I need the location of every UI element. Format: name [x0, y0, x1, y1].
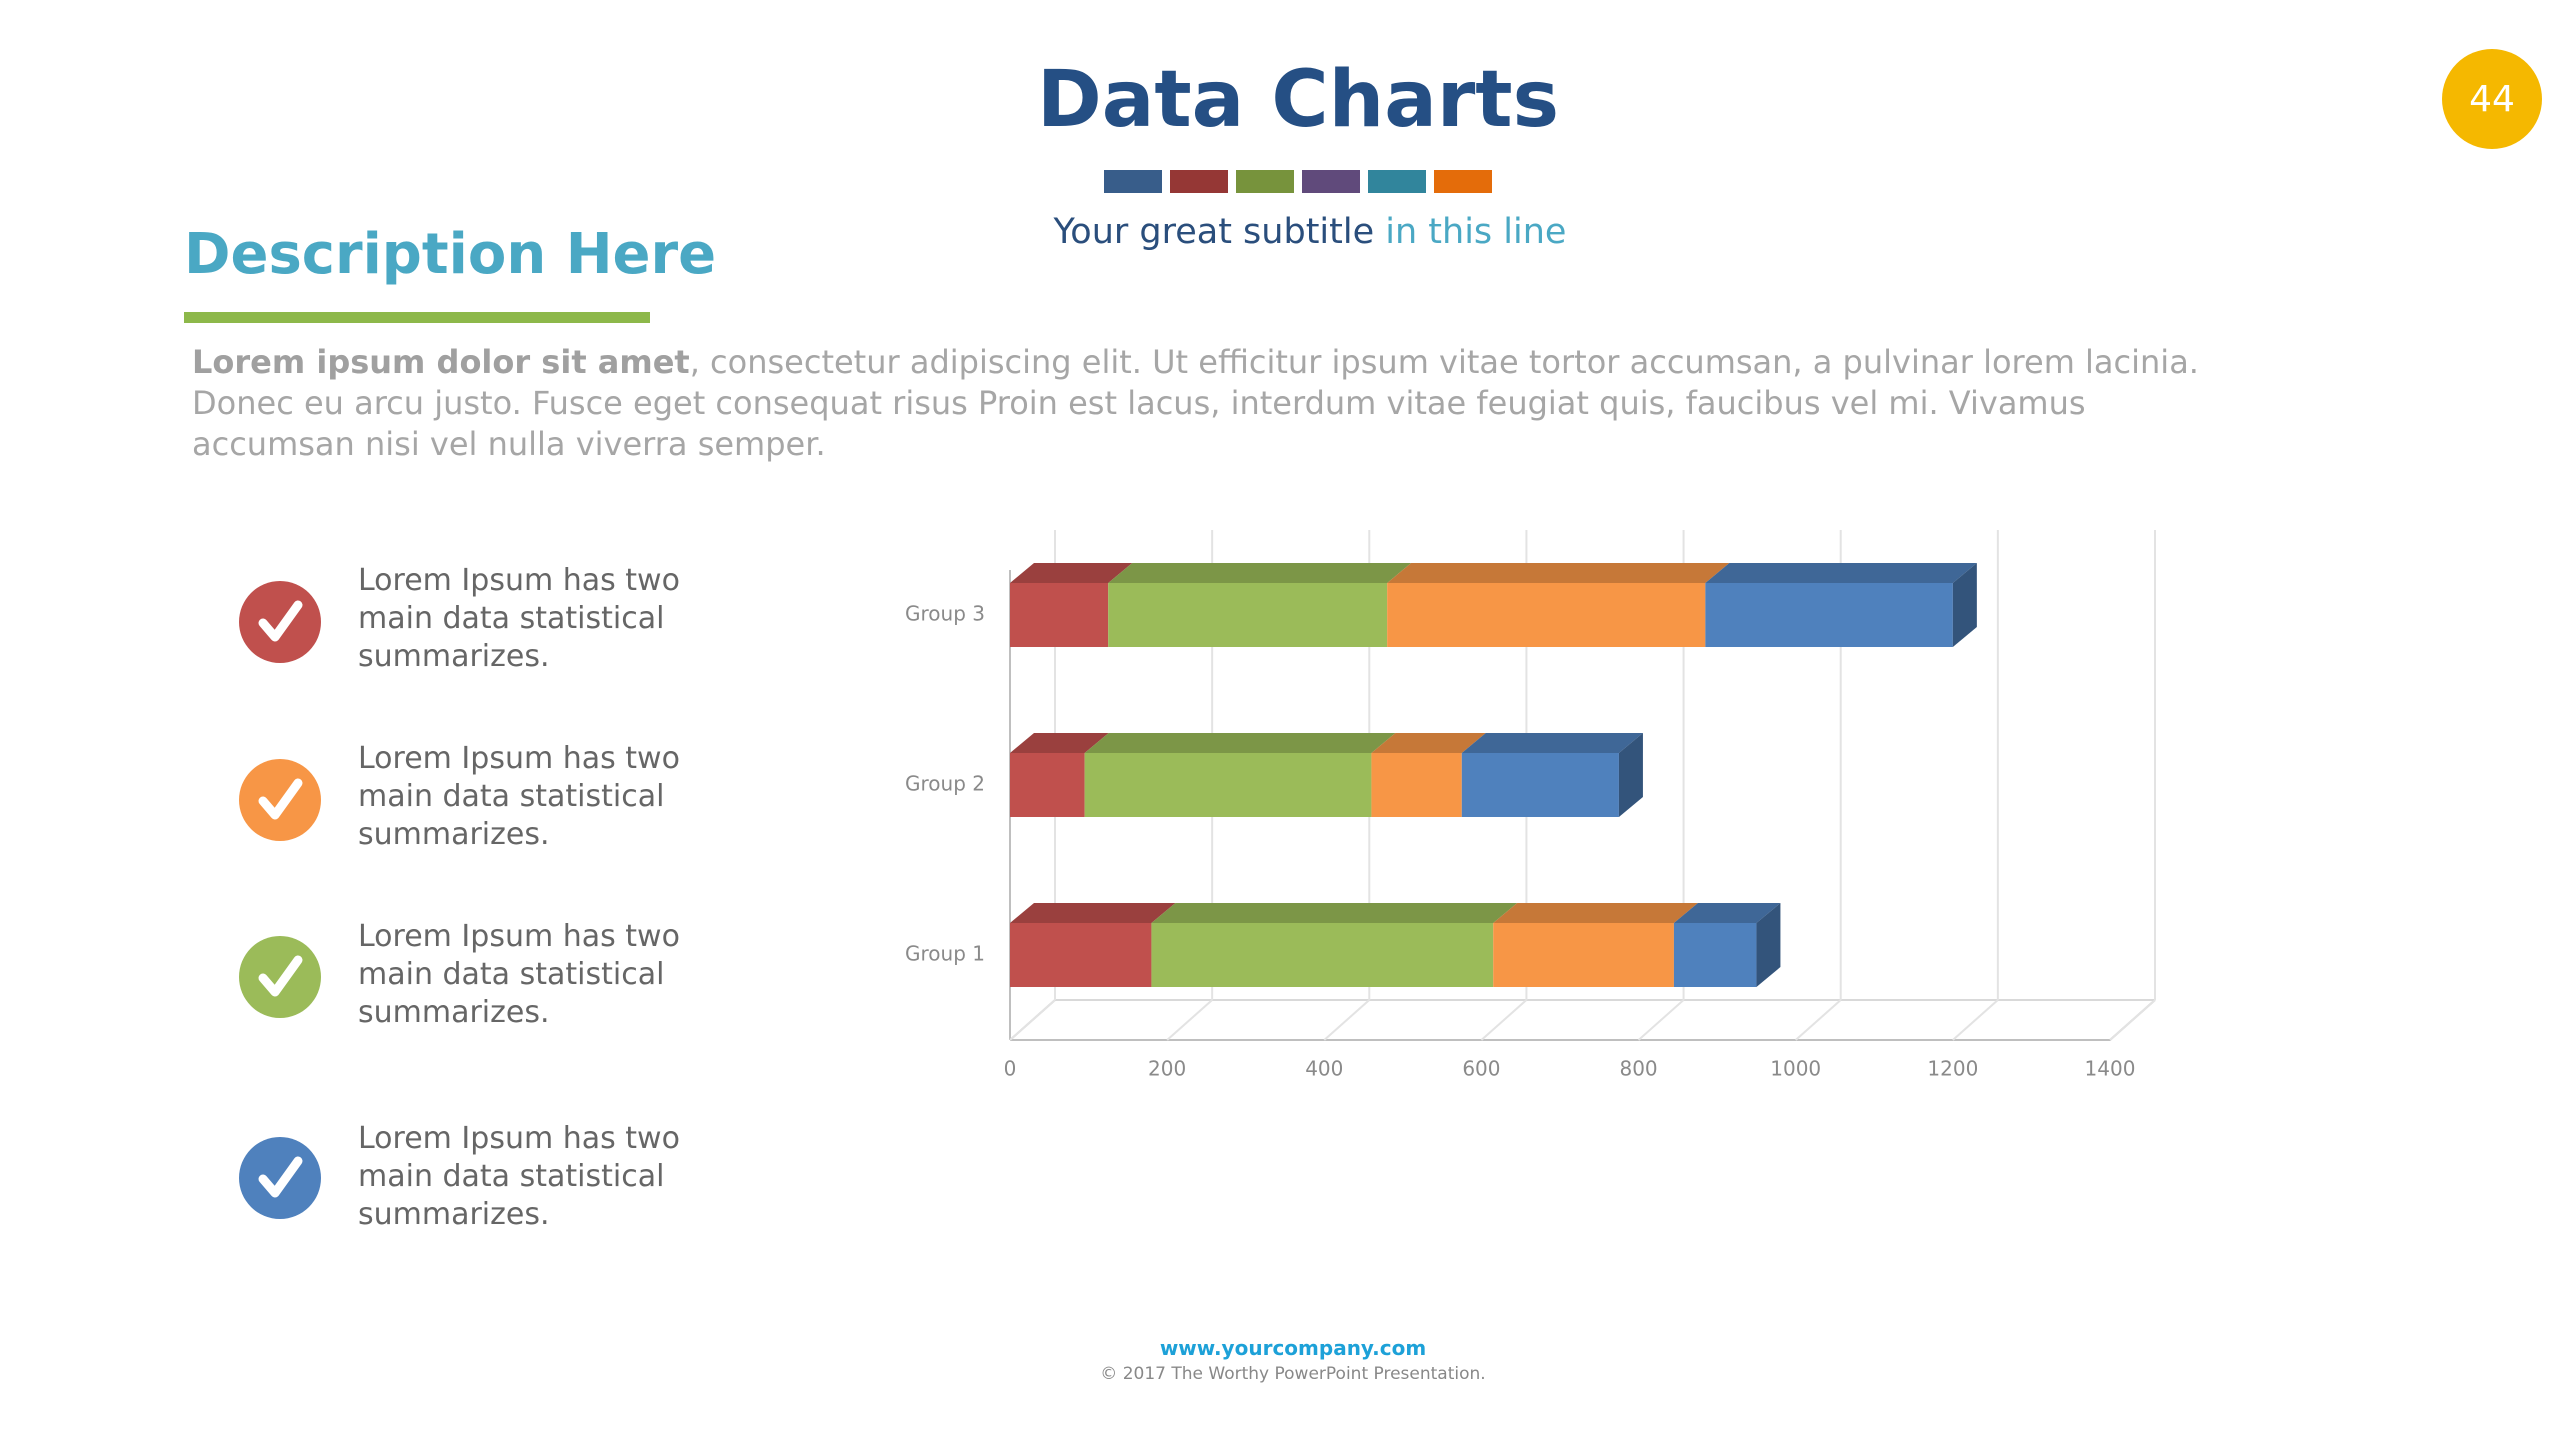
bar-top [1151, 903, 1518, 923]
x-tick-label: 200 [1148, 1057, 1186, 1081]
bar-top [1010, 563, 1133, 583]
page-number: 44 [2442, 49, 2542, 149]
bar [1010, 583, 1109, 647]
bar [1705, 583, 1953, 647]
check-icon [239, 936, 321, 1018]
title: Data Charts [1036, 55, 1560, 145]
bar-top [1371, 733, 1486, 753]
bar-top [1010, 733, 1109, 753]
chart: 0 200 400 600 800 1000 1200 1400 Group 1 Group 2 G… [905, 530, 2156, 1081]
subtitle: Your great subtitle in this line [0, 212, 2553, 252]
x-tick-label: 800 [1619, 1057, 1657, 1081]
checklist-item: Lorem Ipsum has two main data statistica… [358, 741, 680, 852]
color-squares [1104, 170, 1492, 193]
bar-top [1493, 903, 1698, 923]
x-tick-label: 0 [1004, 1057, 1017, 1081]
footer-copyright: © 2017 The Worthy PowerPoint Presentatio… [1100, 1364, 1486, 1384]
bar [1387, 583, 1706, 647]
subtitle-main: Your great subtitle [1053, 212, 1375, 252]
grid-line [1323, 999, 1370, 1041]
bar-top [1010, 903, 1176, 923]
x-tick-label: 400 [1305, 1057, 1343, 1081]
x-tick-label: 600 [1462, 1057, 1500, 1081]
paragraph-body: , consectetur adipiscing elit. Ut effici… [192, 343, 2199, 463]
x-tick-label: 1000 [1770, 1057, 1821, 1081]
bar-top [1084, 733, 1396, 753]
bar [1108, 583, 1388, 647]
subtitle-accent: in this line [1385, 212, 1567, 252]
checklist-item: Lorem Ipsum has two main data statistica… [358, 563, 680, 674]
checklist-item: Lorem Ipsum has two main data statistica… [358, 919, 680, 1030]
grid-line [2109, 999, 2156, 1041]
footer-url[interactable]: www.yourcompany.com [1159, 1336, 1427, 1360]
bar-side [1618, 733, 1643, 817]
bar-side [1952, 563, 1977, 647]
checklist-item: Lorem Ipsum has two main data statistica… [358, 1121, 680, 1232]
check-icon [239, 1137, 321, 1219]
bar-top [1387, 563, 1730, 583]
heading-rule [184, 312, 650, 323]
grid-line [1009, 999, 1056, 1041]
x-tick-label: 1400 [2085, 1057, 2136, 1081]
y-tick-label: Group 2 [905, 772, 985, 796]
bar [1493, 923, 1674, 987]
y-tick-label: Group 3 [905, 602, 985, 626]
paragraph: Lorem ipsum dolor sit amet, consectetur … [192, 342, 2222, 465]
grid-line [1166, 999, 1213, 1041]
bar [1673, 923, 1757, 987]
bar [1010, 923, 1152, 987]
bar [1151, 923, 1494, 987]
grid-line [1480, 999, 1528, 1041]
grid-line [1795, 999, 1842, 1041]
bar-top [1461, 733, 1643, 753]
grid-line [1952, 999, 1999, 1041]
description-heading: Description Here [184, 222, 717, 287]
bar-top [1705, 563, 1977, 583]
x-tick-label: 1200 [1927, 1057, 1978, 1081]
bar-top [1673, 903, 1781, 923]
y-tick-label: Group 1 [905, 942, 985, 966]
bar-top [1108, 563, 1412, 583]
check-icon [239, 759, 321, 841]
bar [1461, 753, 1619, 817]
bar [1371, 753, 1462, 817]
check-icon [239, 581, 321, 663]
bar [1084, 753, 1372, 817]
paragraph-lead: Lorem ipsum dolor sit amet [192, 343, 690, 381]
floor [1009, 999, 2156, 1041]
bar-side [1756, 903, 1781, 987]
grid-line [1637, 999, 1685, 1041]
bar [1010, 753, 1085, 817]
